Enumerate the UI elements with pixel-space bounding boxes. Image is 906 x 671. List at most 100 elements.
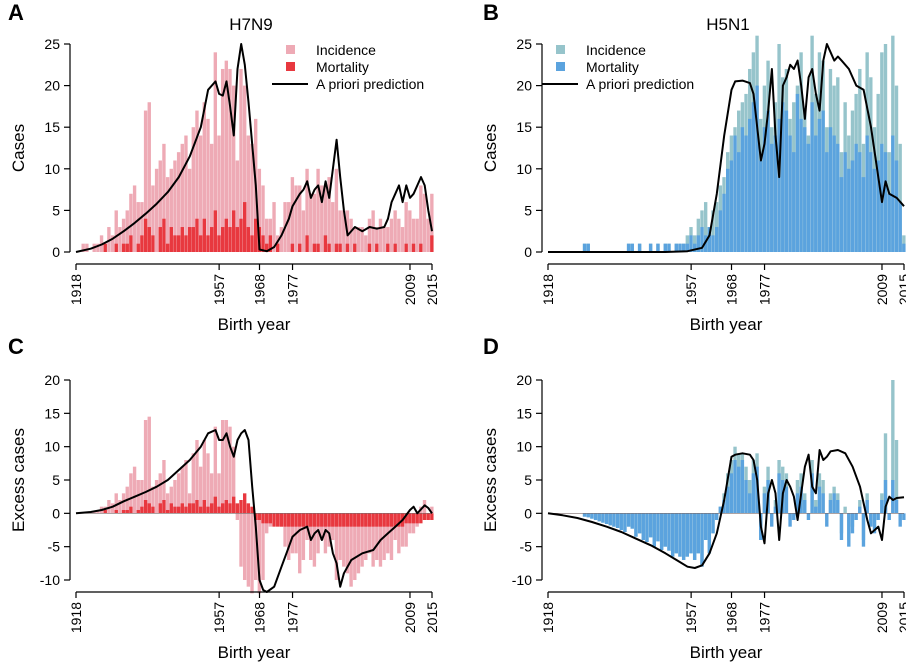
bar-mortality-1965 [718,210,723,252]
bar-mortality-1967 [254,218,258,252]
bar-mortality-1946 [176,235,181,252]
bar-mortality-1949 [187,227,192,252]
bar-mortality-2000 [375,243,379,252]
panel-letter: B [483,0,499,25]
bar-mortality-2000 [375,513,379,527]
x-tick-label: 1977 [285,274,301,305]
bar-mortality-1943 [637,513,642,534]
bar-mortality-1994 [825,152,829,252]
bar-mortality-1957 [217,506,221,514]
bar-mortality-1959 [696,235,701,252]
bar-mortality-2011 [415,513,419,524]
bar-incidence-1941 [158,160,162,252]
bar-incidence-1920 [81,243,85,252]
bar-mortality-1979 [298,513,302,527]
bar-incidence-1953 [202,102,206,253]
x-tick-label: 1968 [724,274,740,305]
bar-incidence-1928 [110,503,115,514]
bar-mortality-1994 [353,243,357,252]
y-tick-label: 15 [44,119,60,135]
bar-mortality-1998 [839,513,844,540]
bar-mortality-1951 [667,513,671,551]
bar-mortality-1983 [784,110,789,252]
bar-mortality-1992 [817,486,822,514]
bar-mortality-2009 [880,500,884,514]
bar-incidence-1969 [261,185,265,252]
bar-incidence-1985 [320,185,324,252]
bar-incidence-1931 [121,218,126,252]
bar-mortality-1987 [327,243,331,252]
bar-mortality-1948 [184,506,188,514]
y-tick-label: -10 [512,572,532,588]
bar-mortality-1947 [652,513,656,547]
bar-mortality-1942 [162,500,166,514]
bar-incidence-2006 [397,513,401,554]
bar-mortality-1998 [367,513,372,527]
bar-incidence-1998 [367,513,372,554]
bar-mortality-2011 [887,513,891,520]
y-tick-label: 5 [52,202,60,218]
bar-mortality-2002 [382,513,386,527]
bar-mortality-1981 [305,513,309,527]
bar-mortality-1995 [828,500,833,514]
bar-mortality-1988 [803,500,807,514]
bar-mortality-1989 [334,243,339,252]
panel-b: 0 5 10 15 20 25 1918 1957 1968 1977 2009 2015 Birth … [481,0,906,334]
bar-mortality-1978 [294,513,298,527]
bar-mortality-1935 [608,513,612,526]
bar-mortality-1981 [305,235,309,252]
bar-incidence-1999 [371,513,375,567]
bar-mortality-1953 [674,243,678,252]
bar-incidence-1966 [250,143,254,252]
y-tick-label: -5 [48,539,61,555]
bar-mortality-1977 [290,243,295,252]
bar-mortality-2012 [419,513,423,524]
legend-label: Incidence [316,42,376,58]
bar-incidence-1951 [195,110,199,252]
y-tick-label: 25 [516,36,532,52]
bar-mortality-1994 [825,513,829,527]
bar-incidence-1937 [143,420,148,514]
bar-mortality-1939 [151,506,155,514]
bar-mortality-1951 [195,218,199,252]
bar-mortality-1983 [784,486,789,514]
bar-mortality-1973 [748,493,752,514]
x-tick-label: 1957 [683,274,699,305]
bar-mortality-1974 [751,473,756,514]
bar-incidence-2007 [400,513,405,547]
y-tick-label: 0 [52,244,60,260]
prediction-line [548,43,905,253]
bar-mortality-2010 [883,480,888,514]
bar-mortality-1989 [806,143,811,252]
bar-mortality-1997 [836,500,840,514]
legend-swatch [556,62,565,71]
y-tick-label: 20 [44,372,60,388]
y-axis-label: Excess cases [9,428,28,532]
bar-mortality-1931 [121,510,126,514]
bar-incidence-2009 [408,210,412,252]
bar-mortality-1934 [604,513,609,524]
bar-incidence-1964 [242,513,247,580]
bar-mortality-1966 [250,506,254,514]
bar-incidence-1963 [239,68,243,253]
bar-mortality-1986 [323,235,328,252]
bar-mortality-1955 [681,243,686,252]
y-tick-label: 0 [52,505,60,521]
bar-incidence-1967 [254,513,258,580]
y-axis-label: Cases [9,124,28,172]
bar-incidence-1959 [224,420,229,514]
y-tick-label: 10 [44,439,60,455]
bar-mortality-1981 [777,473,781,514]
bar-incidence-1948 [184,135,188,252]
bar-mortality-1943 [165,243,170,252]
bar-mortality-1969 [261,513,265,524]
bar-incidence-1987 [327,513,331,547]
bar-incidence-1939 [151,185,155,252]
bar-mortality-1996 [832,135,836,252]
bar-incidence-1991 [342,513,346,567]
bar-mortality-1984 [788,513,792,527]
bar-incidence-1981 [305,168,309,252]
y-tick-label: 5 [524,472,532,488]
panel-c: -10 -5 0 5 10 15 20 1918 1957 1968 1977 2009 2015 Bir… [8,334,440,662]
bar-mortality-1972 [272,513,276,527]
